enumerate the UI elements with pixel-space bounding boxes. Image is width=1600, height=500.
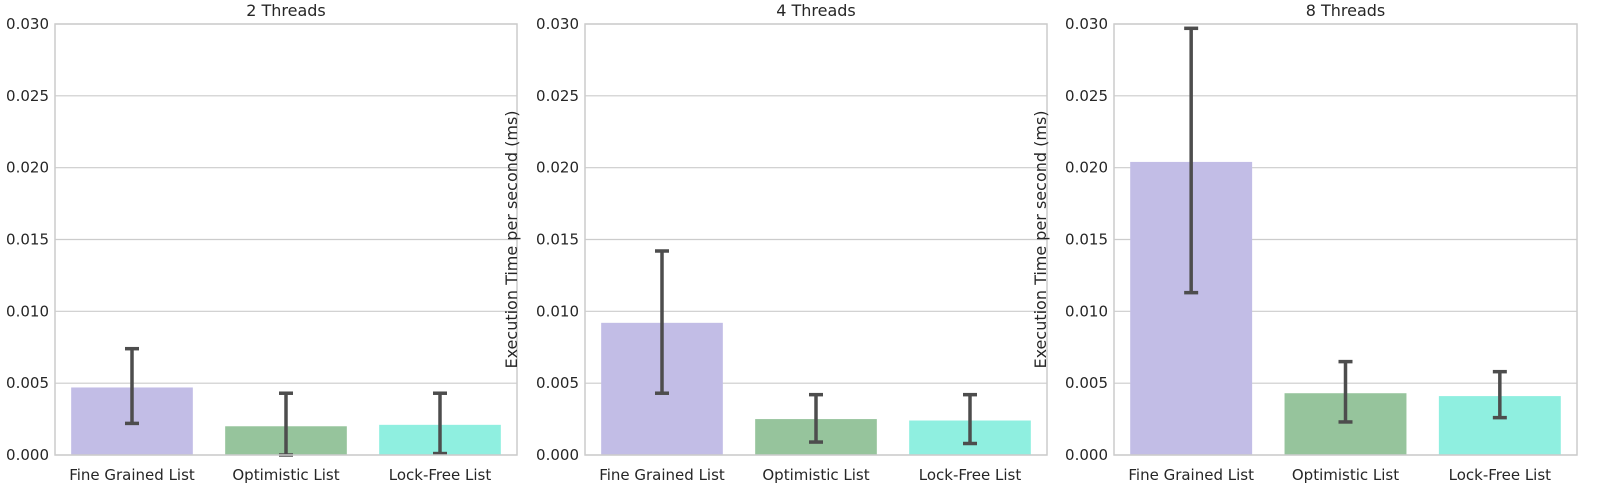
y-tick-label: 0.000 xyxy=(6,446,49,464)
y-tick-label: 0.015 xyxy=(536,231,579,249)
x-tick-label: Fine Grained List xyxy=(599,466,725,484)
x-tick-label: Lock-Free List xyxy=(919,466,1022,484)
y-axis-label: Execution Time per second (ms) xyxy=(1031,110,1050,368)
y-tick-label: 0.030 xyxy=(6,15,49,33)
y-tick-label: 0.020 xyxy=(536,159,579,177)
y-tick-label: 0.005 xyxy=(6,374,49,392)
x-tick-label: Lock-Free List xyxy=(1449,466,1552,484)
y-tick-label: 0.005 xyxy=(1065,374,1108,392)
y-tick-label: 0.015 xyxy=(1065,231,1108,249)
y-tick-label: 0.010 xyxy=(536,302,579,320)
y-tick-label: 0.025 xyxy=(536,87,579,105)
x-tick-label: Optimistic List xyxy=(762,466,869,484)
y-tick-label: 0.030 xyxy=(536,15,579,33)
y-tick-label: 0.000 xyxy=(536,446,579,464)
x-tick-label: Fine Grained List xyxy=(69,466,195,484)
y-axis-label: Execution Time per second (ms) xyxy=(502,110,521,368)
y-tick-label: 0.005 xyxy=(536,374,579,392)
chart-title: 4 Threads xyxy=(776,1,856,20)
y-tick-label: 0.010 xyxy=(6,302,49,320)
x-tick-label: Optimistic List xyxy=(1292,466,1399,484)
plot-frame xyxy=(584,23,1048,456)
y-tick-label: 0.030 xyxy=(1065,15,1108,33)
chart-title: 8 Threads xyxy=(1306,1,1386,20)
y-tick-label: 0.025 xyxy=(1065,87,1108,105)
x-tick-label: Fine Grained List xyxy=(1128,466,1254,484)
y-tick-label: 0.015 xyxy=(6,231,49,249)
y-tick-label: 0.025 xyxy=(6,87,49,105)
plot-frame xyxy=(1113,23,1578,456)
y-tick-label: 0.010 xyxy=(1065,302,1108,320)
x-tick-label: Lock-Free List xyxy=(389,466,492,484)
x-tick-label: Optimistic List xyxy=(232,466,339,484)
chart-title: 2 Threads xyxy=(246,1,326,20)
plot-frame xyxy=(54,23,518,456)
y-tick-label: 0.020 xyxy=(1065,159,1108,177)
y-tick-label: 0.000 xyxy=(1065,446,1108,464)
y-tick-label: 0.020 xyxy=(6,159,49,177)
